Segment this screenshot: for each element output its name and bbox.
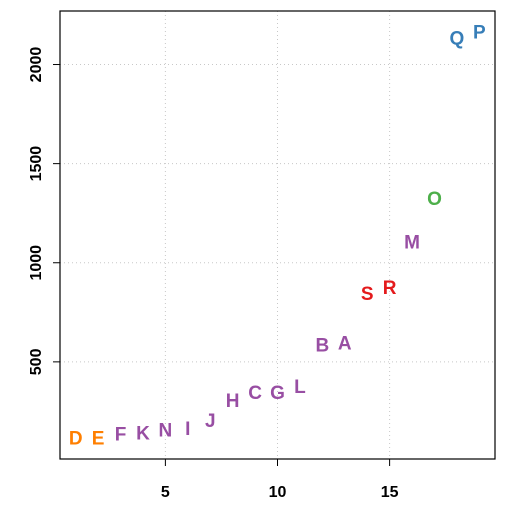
point-label: J [205, 411, 216, 432]
point-label: E [92, 429, 105, 450]
y-tick-label: 2000 [28, 47, 45, 83]
data-points: D E F K N I JH C G LB A S R M O Q P [69, 22, 486, 449]
point-label: I [185, 419, 190, 440]
point-label: N [159, 421, 173, 442]
point-label: S [361, 284, 374, 305]
x-tick-label: 5 [161, 484, 170, 501]
y-tick-label: 1500 [28, 146, 45, 182]
y-tick-label: 1000 [28, 245, 45, 281]
grid [60, 11, 495, 459]
y-tick-label: 500 [28, 348, 45, 375]
point-label: D [69, 429, 83, 450]
point-label: C [248, 383, 262, 404]
point-label: L [294, 377, 306, 398]
point-label: P [473, 22, 486, 43]
point-label: G [270, 383, 285, 404]
point-label: H [226, 391, 240, 412]
x-axis: 5 10 15 [161, 459, 399, 501]
point-label: M [404, 232, 420, 253]
point-label: R [383, 278, 397, 299]
point-label: K [136, 424, 150, 445]
point-label: Q [449, 28, 464, 49]
x-tick-label: 15 [381, 484, 399, 501]
point-label: A [338, 334, 352, 355]
y-axis: 500 1000 1500 2000 [28, 47, 60, 375]
point-label: O [427, 189, 442, 210]
x-tick-label: 10 [269, 484, 287, 501]
point-label: F [115, 425, 127, 446]
point-label: B [315, 336, 329, 357]
